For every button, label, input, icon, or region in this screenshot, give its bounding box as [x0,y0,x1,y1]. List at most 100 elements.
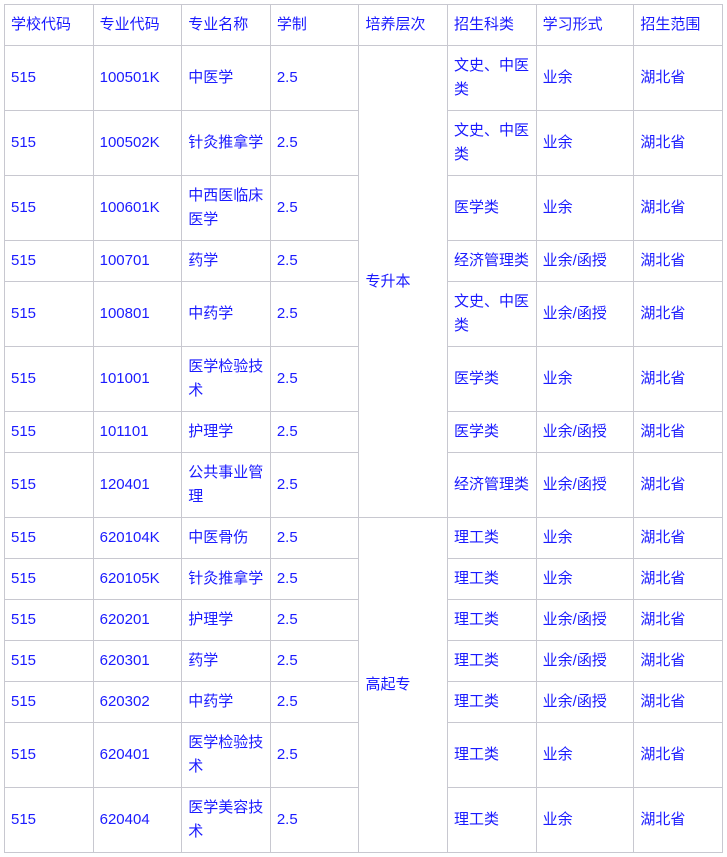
cell-school: 515 [5,600,94,641]
cell-scope: 湖北省 [634,682,723,723]
cell-category: 理工类 [448,682,537,723]
cell-mode: 业余/函授 [536,453,634,518]
cell-school: 515 [5,641,94,682]
cell-mode: 业余/函授 [536,412,634,453]
col-duration: 学制 [270,5,359,46]
cell-level: 高起专 [359,518,448,853]
cell-scope: 湖北省 [634,347,723,412]
cell-mode: 业余 [536,723,634,788]
cell-scope: 湖北省 [634,600,723,641]
cell-school: 515 [5,723,94,788]
cell-scope: 湖北省 [634,282,723,347]
cell-name: 药学 [182,241,271,282]
cell-mode: 业余/函授 [536,241,634,282]
cell-scope: 湖北省 [634,559,723,600]
table-header-row: 学校代码 专业代码 专业名称 学制 培养层次 招生科类 学习形式 招生范围 [5,5,723,46]
cell-mode: 业余/函授 [536,600,634,641]
table-body: 515100501K中医学2.5专升本文史、中医类业余湖北省515100502K… [5,46,723,853]
cell-name: 护理学 [182,412,271,453]
cell-mode: 业余/函授 [536,641,634,682]
col-school: 学校代码 [5,5,94,46]
cell-name: 医学检验技术 [182,347,271,412]
cell-school: 515 [5,176,94,241]
cell-major: 620401 [93,723,182,788]
cell-school: 515 [5,682,94,723]
cell-name: 中医骨伤 [182,518,271,559]
cell-scope: 湖北省 [634,453,723,518]
cell-duration: 2.5 [270,412,359,453]
cell-school: 515 [5,559,94,600]
cell-major: 120401 [93,453,182,518]
cell-mode: 业余 [536,111,634,176]
cell-category: 理工类 [448,559,537,600]
cell-duration: 2.5 [270,176,359,241]
cell-name: 医学检验技术 [182,723,271,788]
cell-school: 515 [5,241,94,282]
cell-scope: 湖北省 [634,241,723,282]
cell-duration: 2.5 [270,682,359,723]
cell-school: 515 [5,111,94,176]
cell-mode: 业余 [536,518,634,559]
cell-major: 100601K [93,176,182,241]
cell-school: 515 [5,412,94,453]
cell-category: 文史、中医类 [448,46,537,111]
cell-category: 理工类 [448,600,537,641]
cell-category: 医学类 [448,412,537,453]
cell-duration: 2.5 [270,600,359,641]
cell-scope: 湖北省 [634,46,723,111]
cell-school: 515 [5,788,94,853]
col-category: 招生科类 [448,5,537,46]
cell-duration: 2.5 [270,282,359,347]
cell-major: 101101 [93,412,182,453]
cell-category: 经济管理类 [448,453,537,518]
cell-category: 理工类 [448,641,537,682]
cell-duration: 2.5 [270,46,359,111]
cell-level: 专升本 [359,46,448,518]
cell-major: 100502K [93,111,182,176]
cell-scope: 湖北省 [634,641,723,682]
cell-name: 中西医临床医学 [182,176,271,241]
cell-duration: 2.5 [270,559,359,600]
cell-major: 620105K [93,559,182,600]
cell-scope: 湖北省 [634,111,723,176]
cell-name: 中医学 [182,46,271,111]
cell-scope: 湖北省 [634,788,723,853]
cell-major: 620201 [93,600,182,641]
cell-major: 101001 [93,347,182,412]
col-name: 专业名称 [182,5,271,46]
cell-duration: 2.5 [270,641,359,682]
cell-mode: 业余 [536,559,634,600]
cell-duration: 2.5 [270,518,359,559]
cell-major: 620302 [93,682,182,723]
col-scope: 招生范围 [634,5,723,46]
cell-major: 100701 [93,241,182,282]
cell-mode: 业余 [536,176,634,241]
cell-mode: 业余/函授 [536,682,634,723]
cell-name: 针灸推拿学 [182,559,271,600]
cell-name: 护理学 [182,600,271,641]
cell-category: 理工类 [448,723,537,788]
cell-duration: 2.5 [270,788,359,853]
cell-scope: 湖北省 [634,176,723,241]
cell-category: 医学类 [448,347,537,412]
majors-table: 学校代码 专业代码 专业名称 学制 培养层次 招生科类 学习形式 招生范围 51… [4,4,723,853]
cell-name: 中药学 [182,282,271,347]
cell-scope: 湖北省 [634,412,723,453]
cell-category: 经济管理类 [448,241,537,282]
col-mode: 学习形式 [536,5,634,46]
table-row: 515620104K中医骨伤2.5高起专理工类业余湖北省 [5,518,723,559]
col-major: 专业代码 [93,5,182,46]
col-level: 培养层次 [359,5,448,46]
table-row: 515100501K中医学2.5专升本文史、中医类业余湖北省 [5,46,723,111]
cell-name: 公共事业管理 [182,453,271,518]
cell-scope: 湖北省 [634,723,723,788]
cell-school: 515 [5,282,94,347]
cell-category: 医学类 [448,176,537,241]
cell-major: 100801 [93,282,182,347]
cell-name: 药学 [182,641,271,682]
cell-name: 中药学 [182,682,271,723]
cell-school: 515 [5,46,94,111]
cell-category: 文史、中医类 [448,282,537,347]
cell-duration: 2.5 [270,111,359,176]
cell-major: 620404 [93,788,182,853]
